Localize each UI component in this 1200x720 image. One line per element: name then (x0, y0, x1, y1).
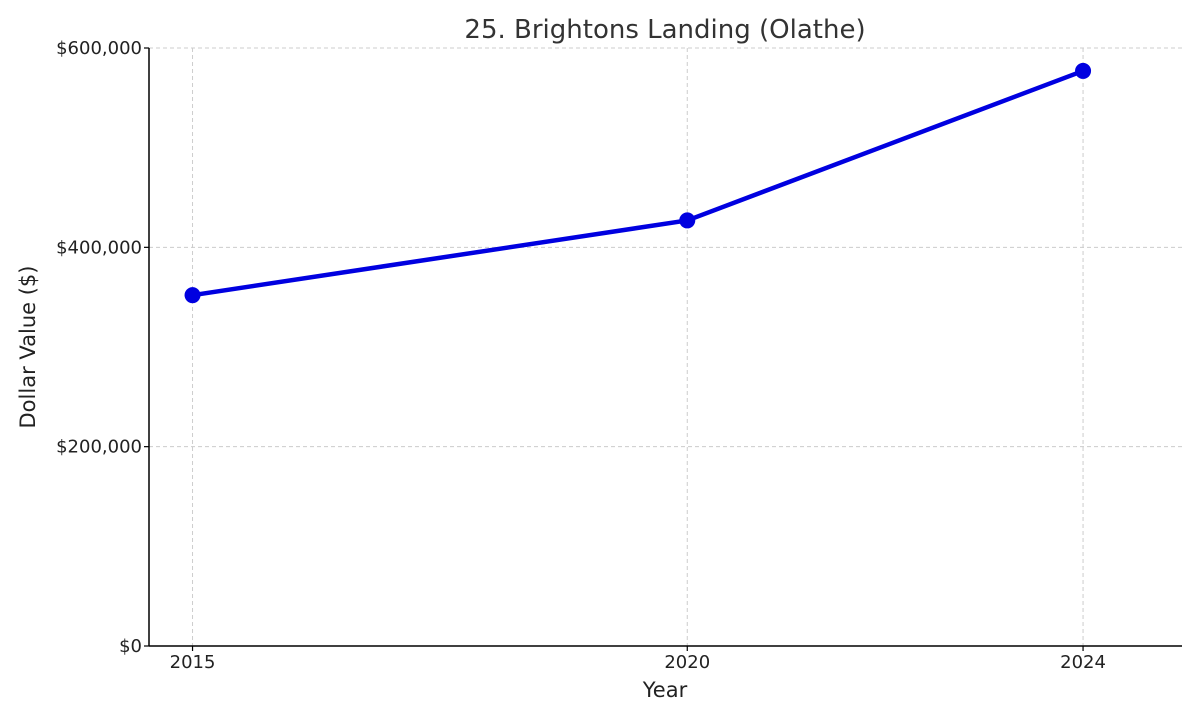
data-point-0-1 (679, 212, 696, 229)
y-tick-label-3: $600,000 (56, 38, 142, 59)
chart-title: 25. Brightons Landing (Olathe) (464, 15, 865, 45)
axes (148, 48, 1182, 647)
x-tick-label-0: 2015 (170, 652, 216, 673)
series-line-0 (190, 68, 1086, 298)
x-tick-label-1: 2020 (664, 652, 710, 673)
y-ticks: $0 $200,000 $400,000 $600,000 (56, 38, 149, 657)
x-ticks: 2015 2020 2024 (170, 646, 1106, 673)
y-axis-label: Dollar Value ($) (16, 266, 40, 429)
x-tick-label-2: 2024 (1060, 652, 1106, 673)
x-axis-label: Year (642, 678, 688, 702)
data-point-0-0 (184, 287, 201, 304)
y-tick-label-2: $400,000 (56, 237, 142, 258)
grid (149, 47, 1182, 646)
data-point-0-2 (1075, 62, 1092, 79)
y-tick-label-0: $0 (119, 636, 142, 657)
y-tick-label-1: $200,000 (56, 437, 142, 458)
series-layer (184, 62, 1092, 304)
